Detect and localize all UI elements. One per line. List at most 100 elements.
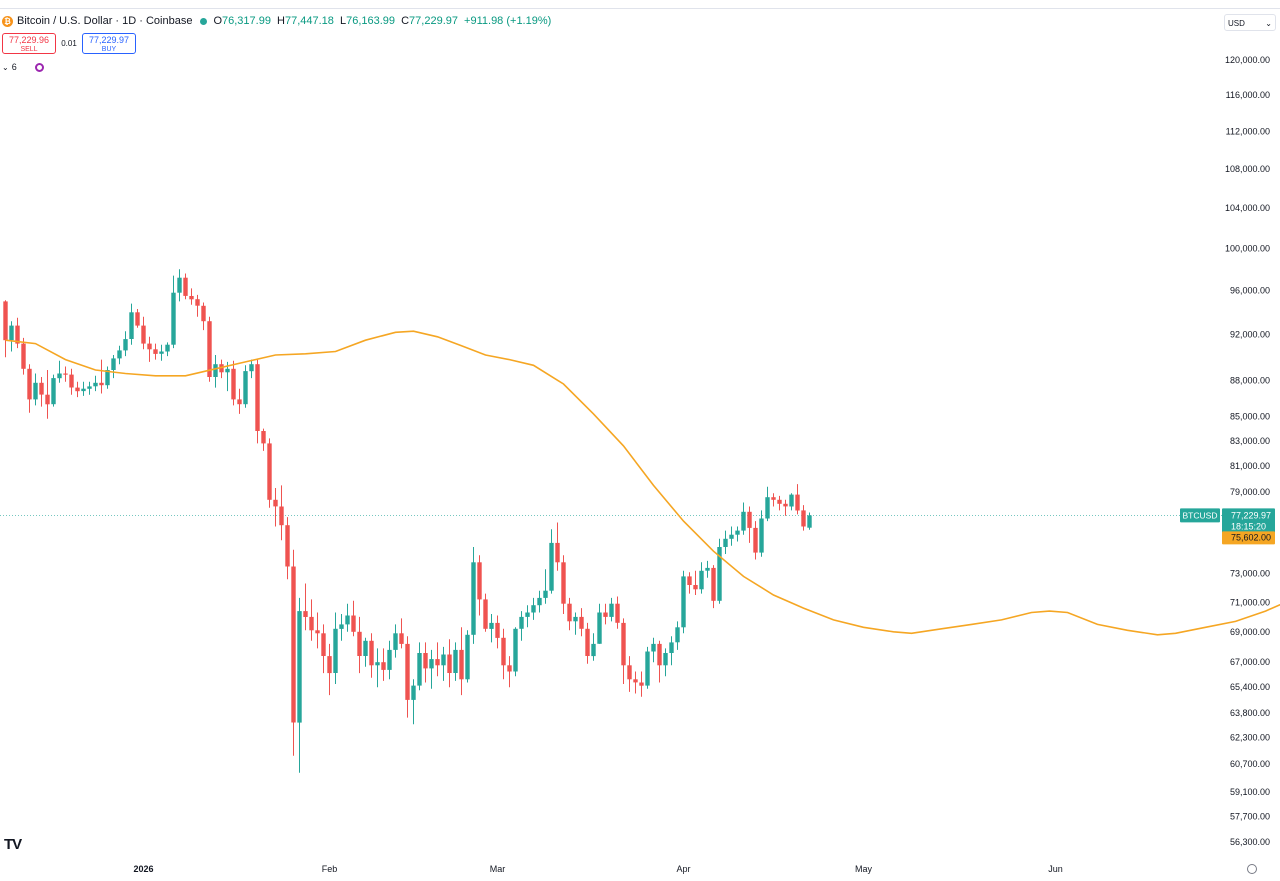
candle-body — [441, 654, 446, 666]
candle-body — [333, 628, 338, 673]
candle-body — [735, 530, 740, 535]
candle — [267, 438, 272, 508]
candle — [531, 597, 536, 620]
buy-button[interactable]: 77,229.97 BUY — [82, 33, 136, 54]
candle — [573, 612, 578, 635]
refresh-icon[interactable] — [34, 62, 44, 72]
candle — [39, 377, 44, 407]
candle-body — [351, 615, 356, 632]
sell-price: 77,229.96 — [8, 35, 50, 45]
chevron-down-icon: ⌄ — [1265, 19, 1272, 28]
candle — [429, 649, 434, 689]
candle — [219, 359, 224, 379]
symbol-title[interactable]: Bitcoin / U.S. Dollar · 1D · Coinbase — [17, 15, 193, 27]
candle — [453, 642, 458, 681]
moving-average-line — [5, 330, 1280, 636]
candle — [417, 642, 422, 691]
candle — [75, 381, 80, 398]
candle-body — [369, 640, 374, 666]
candle — [327, 643, 332, 696]
candle — [711, 565, 716, 609]
candle — [789, 493, 794, 511]
candle — [285, 517, 290, 580]
top-toolbar-strip — [0, 0, 1280, 9]
candle — [207, 316, 212, 382]
candle-body — [549, 542, 554, 591]
candle-body — [249, 364, 254, 372]
candle — [351, 600, 356, 637]
candle-body — [393, 633, 398, 650]
candle-body — [375, 662, 380, 666]
sell-label: SELL — [20, 46, 38, 53]
candle-body — [33, 382, 38, 400]
candle-body — [387, 649, 392, 670]
candle-body — [147, 343, 152, 350]
candle — [3, 300, 8, 358]
candle — [501, 628, 506, 680]
time-tick-label: Jun — [1048, 864, 1063, 874]
time-tick-label: Mar — [490, 864, 506, 874]
chevron-down-icon[interactable]: ⌄ — [2, 62, 9, 72]
symbol-tag: BTCUSD — [1180, 508, 1220, 523]
candle — [651, 637, 656, 663]
candle — [15, 317, 20, 349]
candle-body — [153, 349, 158, 354]
candle — [669, 636, 674, 666]
open-value: 76,317.99 — [222, 15, 271, 27]
candle — [369, 633, 374, 678]
candle-body — [627, 665, 632, 680]
candle-body — [519, 616, 524, 629]
candle-body — [759, 518, 764, 553]
candle-body — [363, 640, 368, 656]
candle — [249, 359, 254, 379]
candle-body — [567, 603, 572, 622]
candle-body — [783, 503, 788, 507]
candle — [633, 671, 638, 694]
candle — [273, 488, 278, 527]
candle — [693, 570, 698, 595]
price-tick-label: 67,000.00 — [1230, 657, 1270, 667]
price-tick-label: 62,300.00 — [1230, 732, 1270, 742]
gear-icon[interactable] — [1247, 864, 1257, 874]
price-tick-label: 60,700.00 — [1230, 759, 1270, 769]
indicator-count[interactable]: 6 — [11, 62, 17, 72]
candle — [717, 538, 722, 604]
candle-body — [291, 566, 296, 723]
symbol-header: ₿ Bitcoin / U.S. Dollar · 1D · Coinbase … — [0, 12, 554, 30]
candle — [291, 549, 296, 756]
candle-body — [255, 364, 260, 431]
candle — [123, 331, 128, 357]
candle — [375, 648, 380, 688]
candle-body — [723, 538, 728, 547]
candle — [435, 642, 440, 677]
candle-body — [183, 277, 188, 296]
candle-body — [501, 637, 506, 666]
tradingview-logo[interactable]: TV — [4, 836, 22, 853]
candle-body — [543, 590, 548, 598]
candle — [171, 275, 176, 349]
price-tick-label: 81,000.00 — [1230, 461, 1270, 471]
price-tick-label: 69,000.00 — [1230, 627, 1270, 637]
time-axis: 2026 Feb Mar Apr May Jun — [133, 864, 1062, 874]
price-tick-label: 79,000.00 — [1230, 487, 1270, 497]
candle-body — [429, 659, 434, 669]
currency-select[interactable]: USD ⌄ — [1224, 14, 1276, 31]
candle-body — [75, 387, 80, 392]
candle-body — [669, 642, 674, 653]
candle-body — [201, 305, 206, 322]
candle — [735, 526, 740, 542]
close-label: C — [401, 15, 410, 27]
sell-button[interactable]: 77,229.96 SELL — [2, 33, 56, 54]
candle — [681, 570, 686, 634]
symbol-tag-label: BTCUSD — [1183, 510, 1218, 520]
candle-body — [309, 616, 314, 631]
time-tick-label: 2026 — [133, 864, 153, 874]
candle — [303, 583, 308, 631]
candle — [423, 642, 428, 683]
countdown-label: 18:15:20 — [1231, 521, 1266, 531]
candle — [771, 493, 776, 507]
candle-body — [93, 382, 98, 387]
candle — [465, 630, 470, 683]
price-tick-label: 112,000.00 — [1226, 126, 1270, 136]
